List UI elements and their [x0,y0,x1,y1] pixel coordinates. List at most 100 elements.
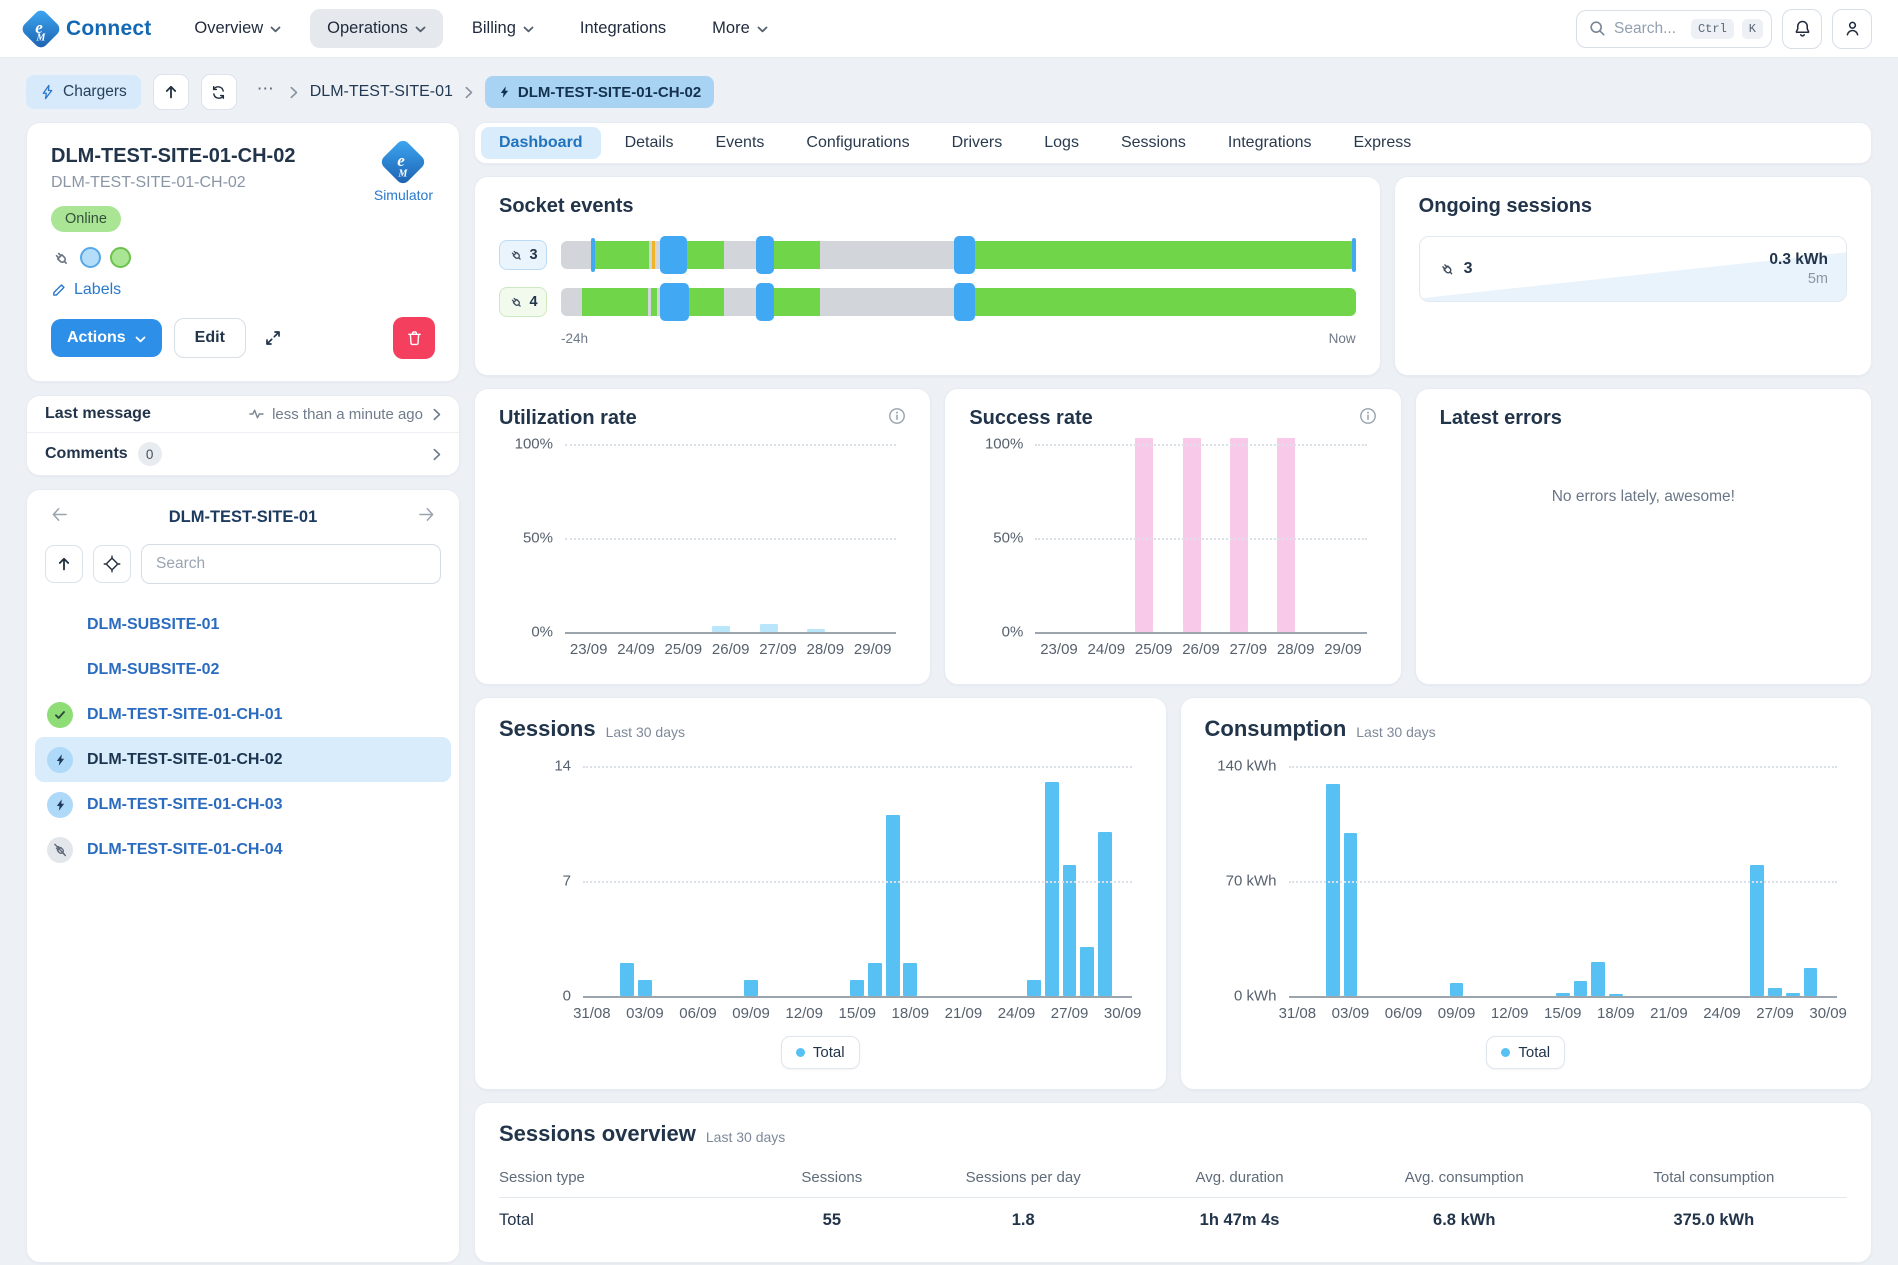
tree-item[interactable]: DLM-TEST-SITE-01-CH-01 [35,692,451,737]
connector-2-status-dot[interactable] [110,247,131,268]
tab-events[interactable]: Events [697,127,782,159]
tab-dashboard[interactable]: Dashboard [481,127,601,159]
column-header: Session type [499,1169,585,1186]
chevron-down-icon [523,26,534,33]
current-charger-chip[interactable]: DLM-TEST-SITE-01-CH-02 [484,76,715,108]
tab-integrations[interactable]: Integrations [1210,127,1330,159]
actions-button[interactable]: Actions [51,319,162,357]
connector-chip[interactable]: 3 [499,240,547,270]
x-tick-label: 24/09 [997,1005,1036,1022]
legend-total[interactable]: Total [1486,1036,1566,1069]
chart-bar [868,963,882,996]
x-tick-label: 27/09 [1229,641,1268,658]
column-header: Sessions [801,1169,863,1186]
global-search[interactable]: Ctrl K [1576,9,1772,48]
panel-title: Utilization rate [499,407,637,429]
refresh-button[interactable] [200,74,237,110]
column-header: Total consumption [1653,1169,1775,1186]
tree-locate-button[interactable] [93,545,131,583]
actions-button-label: Actions [67,329,126,346]
tree-item[interactable]: DLM-TEST-SITE-01-CH-04 [35,827,451,872]
comments-row[interactable]: Comments 0 [27,432,459,475]
chart-bar [620,963,635,996]
gridline: 70 kWh [1226,873,1837,890]
site-tree-title[interactable]: DLM-TEST-SITE-01 [168,507,318,526]
chargers-chip[interactable]: Chargers [26,75,141,109]
bolt-icon [42,84,53,100]
info-icon[interactable] [1359,407,1377,425]
tab-sessions[interactable]: Sessions [1103,127,1204,159]
refresh-icon [213,85,225,99]
labels-link[interactable]: Labels [51,281,435,299]
column-header: Sessions per day [965,1169,1081,1186]
legend-dot-icon [795,1048,805,1057]
y-tick-label: 50% [522,529,553,547]
chart-bar [1229,438,1248,632]
breadcrumb-collapsed-button[interactable]: ⋯ [256,79,276,98]
connector-1-status-dot[interactable] [80,247,101,268]
nav-item-integrations[interactable]: Integrations [563,9,683,48]
last-message-row[interactable]: Last message less than a minute ago [27,396,459,432]
tab-express[interactable]: Express [1335,127,1429,159]
online-segment [975,241,1352,269]
tree-item[interactable]: DLM-TEST-SITE-01-CH-03 [35,782,451,827]
pencil-icon [53,283,65,296]
tree-item-label: DLM-TEST-SITE-01-CH-01 [87,705,283,723]
nav-item-overview[interactable]: Overview [177,9,298,48]
chart-bar [1098,831,1112,996]
tab-details[interactable]: Details [607,127,692,159]
tab-configurations[interactable]: Configurations [788,127,927,159]
tree-item[interactable]: DLM-SUBSITE-02 [35,647,451,692]
kbd-ctrl: Ctrl [1690,18,1734,39]
sessions-panel: Sessions Last 30 days 14 7 0 31/08 03/09 06/0… [474,697,1167,1090]
x-tick-label: 24/09 [1703,1005,1741,1022]
nav-right-tools: Ctrl K [1576,8,1872,49]
delete-button[interactable] [393,317,435,359]
nav-item-billing[interactable]: Billing [455,9,551,48]
chart-bar [744,979,758,996]
x-tick-label: 30/09 [1809,1005,1847,1022]
legend-total[interactable]: Total [780,1036,860,1069]
arrow-up-icon [58,557,70,571]
tree-search-input[interactable] [141,544,441,584]
x-axis-line: 0% [531,624,897,641]
tab-drivers[interactable]: Drivers [934,127,1021,159]
expand-button[interactable] [258,323,288,353]
last-message-value: less than a minute ago [272,405,423,423]
x-tick-label: 28/09 [1276,641,1315,658]
sessions-overview-panel: Sessions overview Last 30 days Session t… [474,1102,1872,1263]
nav-item-operations[interactable]: Operations [310,9,443,48]
legend-label: Total [1518,1044,1551,1061]
nav-item-more[interactable]: More [695,9,785,48]
gridline: 7 [563,873,1132,890]
edit-button[interactable]: Edit [173,318,246,358]
x-tick-label: 18/09 [1597,1005,1635,1022]
ongoing-session-card[interactable]: 3 0.3 kWh 5m [1418,236,1847,302]
up-level-button[interactable] [152,74,189,110]
tree-item[interactable]: DLM-TEST-SITE-01-CH-02 [35,737,451,782]
tab-logs[interactable]: Logs [1026,127,1097,159]
breadcrumb-site-link[interactable]: DLM-TEST-SITE-01 [309,83,453,100]
chart-bar [885,815,900,996]
notifications-button[interactable] [1782,8,1822,49]
chart-bar [1182,438,1201,632]
connector-number: 4 [529,294,538,310]
online-segment [773,288,821,316]
search-input[interactable] [1614,19,1683,38]
nav-item-label: Billing [471,19,516,37]
tree-prev-button[interactable] [47,506,72,528]
account-button[interactable] [1832,8,1872,49]
tree-up-button[interactable] [45,545,83,583]
charger-info-card: DLM-TEST-SITE-01-CH-02 DLM-TEST-SITE-01-… [26,122,460,382]
tree-item[interactable]: DLM-SUBSITE-01 [35,602,451,647]
activity-icon [249,408,264,420]
charger-code: DLM-TEST-SITE-01-CH-02 [51,174,246,191]
chart-bar [1591,961,1606,996]
consumption-panel: Consumption Last 30 days 140 kWh 70 kWh 0 … [1179,697,1872,1090]
x-tick-label: 27/09 [759,641,797,658]
search-icon [1589,20,1606,37]
connector-chip[interactable]: 4 [499,287,547,317]
tree-next-button[interactable] [414,506,439,528]
info-icon[interactable] [888,407,906,425]
